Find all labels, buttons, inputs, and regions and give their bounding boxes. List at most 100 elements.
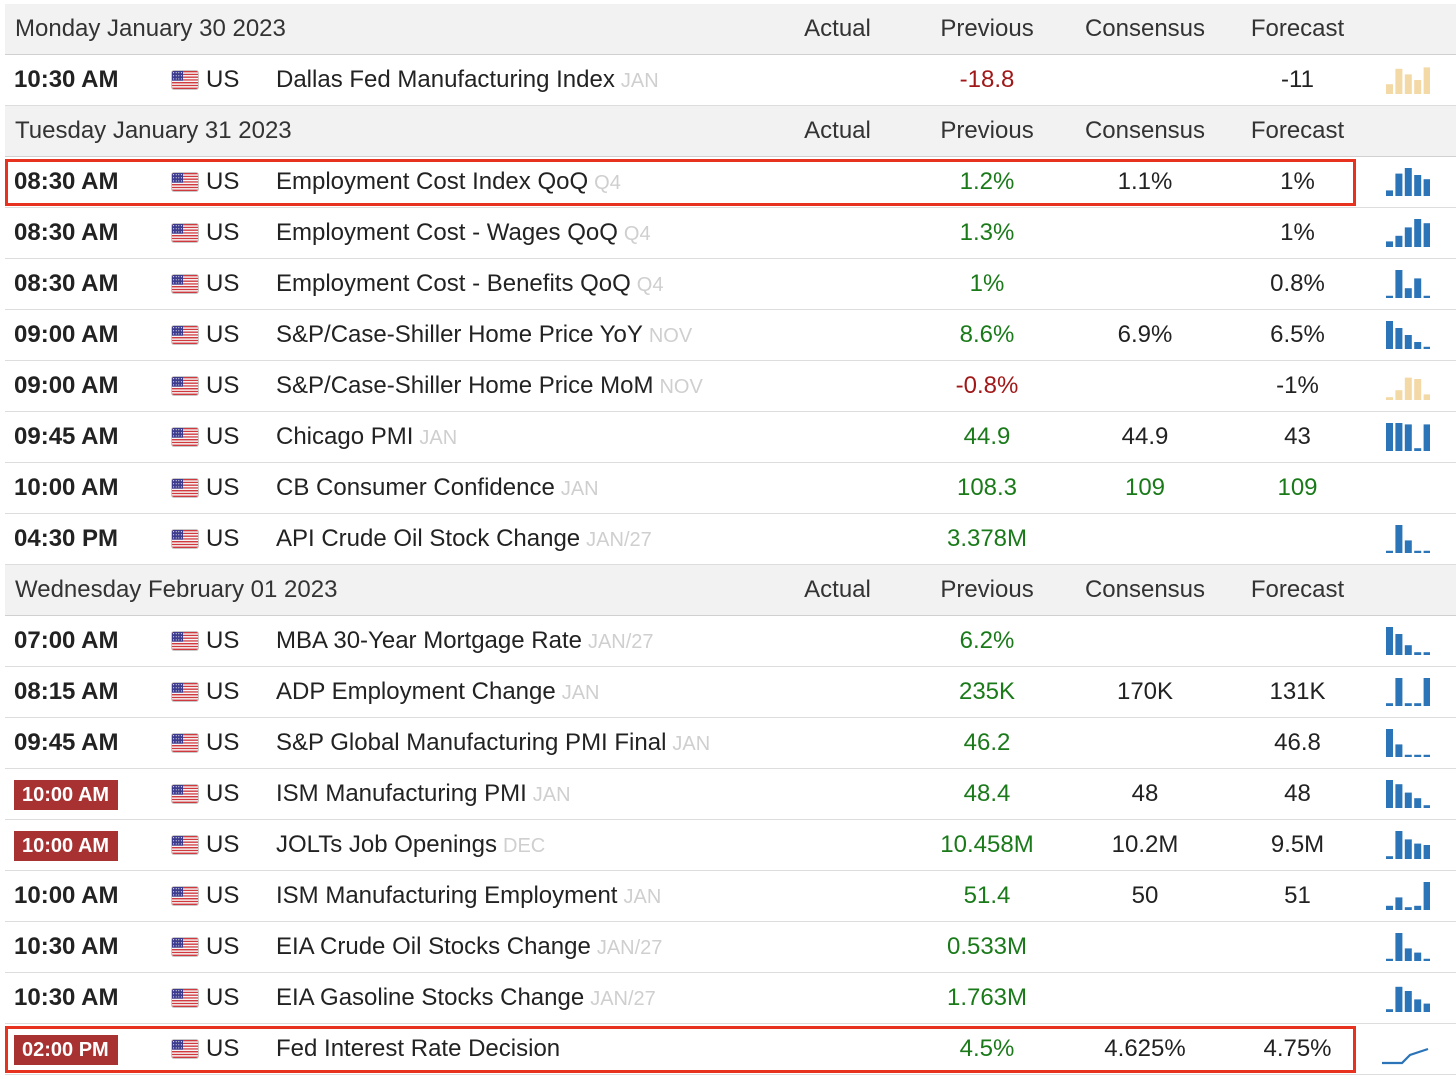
event-row[interactable]: 10:30 AM US Dallas Fed Manufacturing Index… <box>5 55 1456 106</box>
event-name-cell[interactable]: Fed Interest Rate Decision <box>276 1024 560 1074</box>
event-actual <box>765 55 910 105</box>
event-row[interactable]: 09:45 AM US Chicago PMI JAN 44.9 44.9 43 <box>5 412 1456 463</box>
event-name-cell[interactable]: JOLTs Job Openings DEC <box>276 820 545 870</box>
event-name-cell[interactable]: MBA 30-Year Mortgage Rate JAN/27 <box>276 616 654 666</box>
event-forecast: 1% <box>1280 168 1315 195</box>
event-previous: 1.2% <box>959 168 1015 195</box>
event-time: 09:45 AM <box>14 729 119 756</box>
sparkline-bar <box>1386 780 1393 808</box>
column-header-forecast: Forecast <box>1250 15 1345 42</box>
event-row[interactable]: 08:30 AM US Employment Cost - Wages QoQ Q4 1… <box>5 208 1456 259</box>
event-name-link[interactable]: EIA Gasoline Stocks Change <box>276 984 585 1011</box>
event-name-cell[interactable]: S&P Global Manufacturing PMI Final JAN <box>276 718 710 768</box>
event-previous: 4.5% <box>959 1035 1015 1062</box>
event-time: 10:00 AM <box>14 474 119 501</box>
event-name-cell[interactable]: EIA Crude Oil Stocks Change JAN/27 <box>276 922 662 972</box>
event-name-link[interactable]: MBA 30-Year Mortgage Rate <box>276 627 582 654</box>
sparkline-bar <box>1395 235 1403 247</box>
sparkline-bar <box>1423 424 1430 451</box>
event-name-link[interactable]: Fed Interest Rate Decision <box>276 1035 561 1062</box>
event-name-cell[interactable]: Employment Cost - Wages QoQ Q4 <box>276 208 651 258</box>
event-name-link[interactable]: ADP Employment Change <box>276 678 556 705</box>
event-country: US <box>206 1035 240 1062</box>
event-name-link[interactable]: JOLTs Job Openings <box>276 831 498 858</box>
event-consensus <box>1070 55 1220 105</box>
event-name-cell[interactable]: ISM Manufacturing PMI JAN <box>276 769 571 819</box>
event-previous: 1.3% <box>959 219 1015 246</box>
column-header-forecast: Forecast <box>1250 117 1345 144</box>
event-row[interactable]: 07:00 AM US MBA 30-Year Mortgage Rate JAN/2… <box>5 616 1456 667</box>
us-flag-icon <box>172 224 198 242</box>
event-reference-period: JAN/27 <box>596 937 663 959</box>
event-row[interactable]: 10:00 AM US ISM Manufacturing PMI JAN 48.4 48… <box>5 769 1456 820</box>
sparkline-bar <box>1386 190 1393 196</box>
event-country: US <box>206 882 240 909</box>
event-row[interactable]: 09:45 AM US S&P Global Manufacturing PMI F… <box>5 718 1456 769</box>
event-row[interactable]: 10:00 AM US CB Consumer Confidence JAN 108.3… <box>5 463 1456 514</box>
event-row[interactable]: 08:15 AM US ADP Employment Change JAN 235K 17… <box>5 667 1456 718</box>
event-name-cell[interactable]: API Crude Oil Stock Change JAN/27 <box>276 514 652 564</box>
column-header-previous: Previous <box>940 15 1034 42</box>
event-name-link[interactable]: S&P/Case-Shiller Home Price MoM <box>276 372 654 399</box>
event-country: US <box>206 66 240 93</box>
event-name-link[interactable]: CB Consumer Confidence <box>276 474 555 501</box>
event-reference-period: Q4 <box>623 223 651 245</box>
event-name-cell[interactable]: S&P/Case-Shiller Home Price MoM NOV <box>276 361 703 411</box>
event-name-link[interactable]: S&P Global Manufacturing PMI Final <box>276 729 667 756</box>
event-name-link[interactable]: S&P/Case-Shiller Home Price YoY <box>276 321 643 348</box>
event-row[interactable]: 10:00 AM US ISM Manufacturing Employment JA… <box>5 871 1456 922</box>
event-row[interactable]: 10:00 AM US JOLTs Job Openings DEC 10.458M 10… <box>5 820 1456 871</box>
sparkline-bar <box>1395 897 1403 910</box>
event-name-cell[interactable]: ADP Employment Change JAN <box>276 667 600 717</box>
us-flag-icon <box>172 683 198 701</box>
event-row[interactable]: 09:00 AM US S&P/Case-Shiller Home Price Yo… <box>5 310 1456 361</box>
event-name-link[interactable]: ISM Manufacturing PMI <box>276 780 527 807</box>
event-name-link[interactable]: Dallas Fed Manufacturing Index <box>276 66 615 93</box>
event-country: US <box>206 780 240 807</box>
us-flag-icon <box>172 173 198 191</box>
event-row[interactable]: 08:30 AM US Employment Cost - Benefits QoQ… <box>5 259 1456 310</box>
event-name-cell[interactable]: Employment Cost Index QoQ Q4 <box>276 157 621 207</box>
event-time: 10:30 AM <box>14 66 119 93</box>
sparkline-bar <box>1395 678 1403 706</box>
sparkline-bar <box>1386 295 1393 298</box>
sparkline-bar <box>1386 397 1393 400</box>
event-consensus <box>1070 616 1220 666</box>
event-time: 09:00 AM <box>14 321 119 348</box>
event-name-link[interactable]: Chicago PMI <box>276 423 414 450</box>
sparkline-bar <box>1404 792 1412 808</box>
event-name-cell[interactable]: Chicago PMI JAN <box>276 412 457 462</box>
sparkline-bar <box>1395 784 1403 808</box>
event-name-cell[interactable]: S&P/Case-Shiller Home Price YoY NOV <box>276 310 692 360</box>
event-name-cell[interactable]: Dallas Fed Manufacturing Index JAN <box>276 55 659 105</box>
event-consensus <box>1070 718 1220 768</box>
event-reference-period: JAN <box>532 784 571 806</box>
sparkline-bar <box>1414 80 1422 94</box>
us-flag-icon <box>172 275 198 293</box>
event-time-badge: 02:00 PM <box>14 1035 118 1065</box>
event-name-link[interactable]: Employment Cost Index QoQ <box>276 168 589 195</box>
event-name-cell[interactable]: ISM Manufacturing Employment JAN <box>276 871 661 921</box>
event-row[interactable]: 10:30 AM US EIA Crude Oil Stocks Change JAN… <box>5 922 1456 973</box>
event-name-link[interactable]: EIA Crude Oil Stocks Change <box>276 933 591 960</box>
event-name-link[interactable]: API Crude Oil Stock Change <box>276 525 581 552</box>
sparkline-bar <box>1423 882 1430 910</box>
event-consensus: 48 <box>1131 780 1159 807</box>
event-row[interactable]: 08:30 AM US Employment Cost Index QoQ Q4 1.2… <box>5 157 1456 208</box>
sparkline-bar <box>1404 839 1412 859</box>
event-name-cell[interactable]: CB Consumer Confidence JAN <box>276 463 599 513</box>
event-name-cell[interactable]: Employment Cost - Benefits QoQ Q4 <box>276 259 663 309</box>
event-row[interactable]: 09:00 AM US S&P/Case-Shiller Home Price Mo… <box>5 361 1456 412</box>
event-row[interactable]: 10:30 AM US EIA Gasoline Stocks Change JAN/… <box>5 973 1456 1024</box>
event-name-link[interactable]: Employment Cost - Wages QoQ <box>276 219 618 246</box>
event-row[interactable]: 02:00 PM US Fed Interest Rate Decision 4.5%… <box>5 1024 1456 1075</box>
event-name-cell[interactable]: EIA Gasoline Stocks Change JAN/27 <box>276 973 656 1023</box>
event-reference-period: JAN <box>561 682 600 704</box>
event-name-link[interactable]: Employment Cost - Benefits QoQ <box>276 270 631 297</box>
event-row[interactable]: 04:30 PM US API Crude Oil Stock Change JAN/… <box>5 514 1456 565</box>
event-name-link[interactable]: ISM Manufacturing Employment <box>276 882 618 909</box>
column-header-previous: Previous <box>940 576 1034 603</box>
event-forecast: -1% <box>1276 372 1319 399</box>
column-header-forecast: Forecast <box>1250 576 1345 603</box>
event-actual <box>765 412 910 462</box>
